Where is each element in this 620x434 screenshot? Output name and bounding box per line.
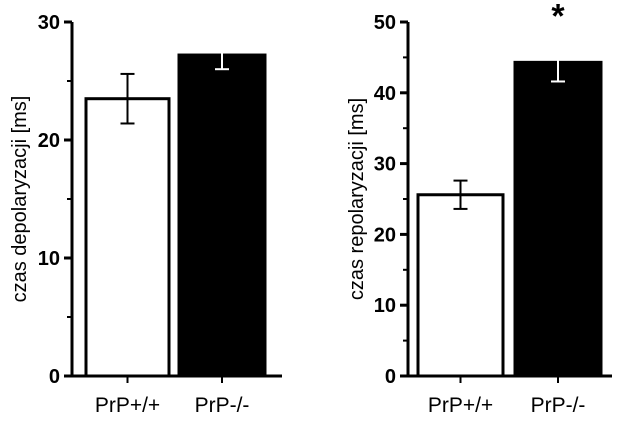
bar-0 xyxy=(84,97,171,378)
category-label-0: PrP+/+ xyxy=(428,394,493,417)
y-tick-label-0: 0 xyxy=(49,366,60,388)
y-tick-label-0: 0 xyxy=(385,366,396,388)
y-axis-label: czas repolaryzacji [ms] xyxy=(346,98,368,300)
error-bar-1 xyxy=(215,39,229,71)
y-tick-label-3: 30 xyxy=(374,154,396,176)
category-label-1: PrP-/- xyxy=(195,394,250,417)
bar-1 xyxy=(177,53,267,378)
y-tick-label-3: 30 xyxy=(38,12,60,34)
y-tick-label-2: 20 xyxy=(374,224,396,246)
y-tick-label-2: 20 xyxy=(38,130,60,152)
y-tick-label-1: 10 xyxy=(38,248,60,270)
category-label-1: PrP-/- xyxy=(531,394,586,417)
y-tick-label-5: 50 xyxy=(374,12,396,34)
category-label-0: PrP+/+ xyxy=(95,394,160,417)
bar-1 xyxy=(513,60,603,378)
y-tick-label-1: 10 xyxy=(374,295,396,317)
bar-0 xyxy=(416,193,505,378)
error-bar-1 xyxy=(551,42,565,83)
y-axis-label: czas depolaryzacji [ms] xyxy=(9,96,31,303)
error-bar-0 xyxy=(120,72,135,125)
chart-1: 0 10 20 30 czas depolaryzacji [ms] PrP+/+ PrP-… xyxy=(9,12,282,417)
chart-2: 0 10 20 30 40 50 czas repolaryzacji [ms] PrP+/+… xyxy=(346,0,612,417)
error-bar-0 xyxy=(453,179,468,210)
significance-marker-0: * xyxy=(551,0,565,35)
y-tick-label-4: 40 xyxy=(374,83,396,105)
